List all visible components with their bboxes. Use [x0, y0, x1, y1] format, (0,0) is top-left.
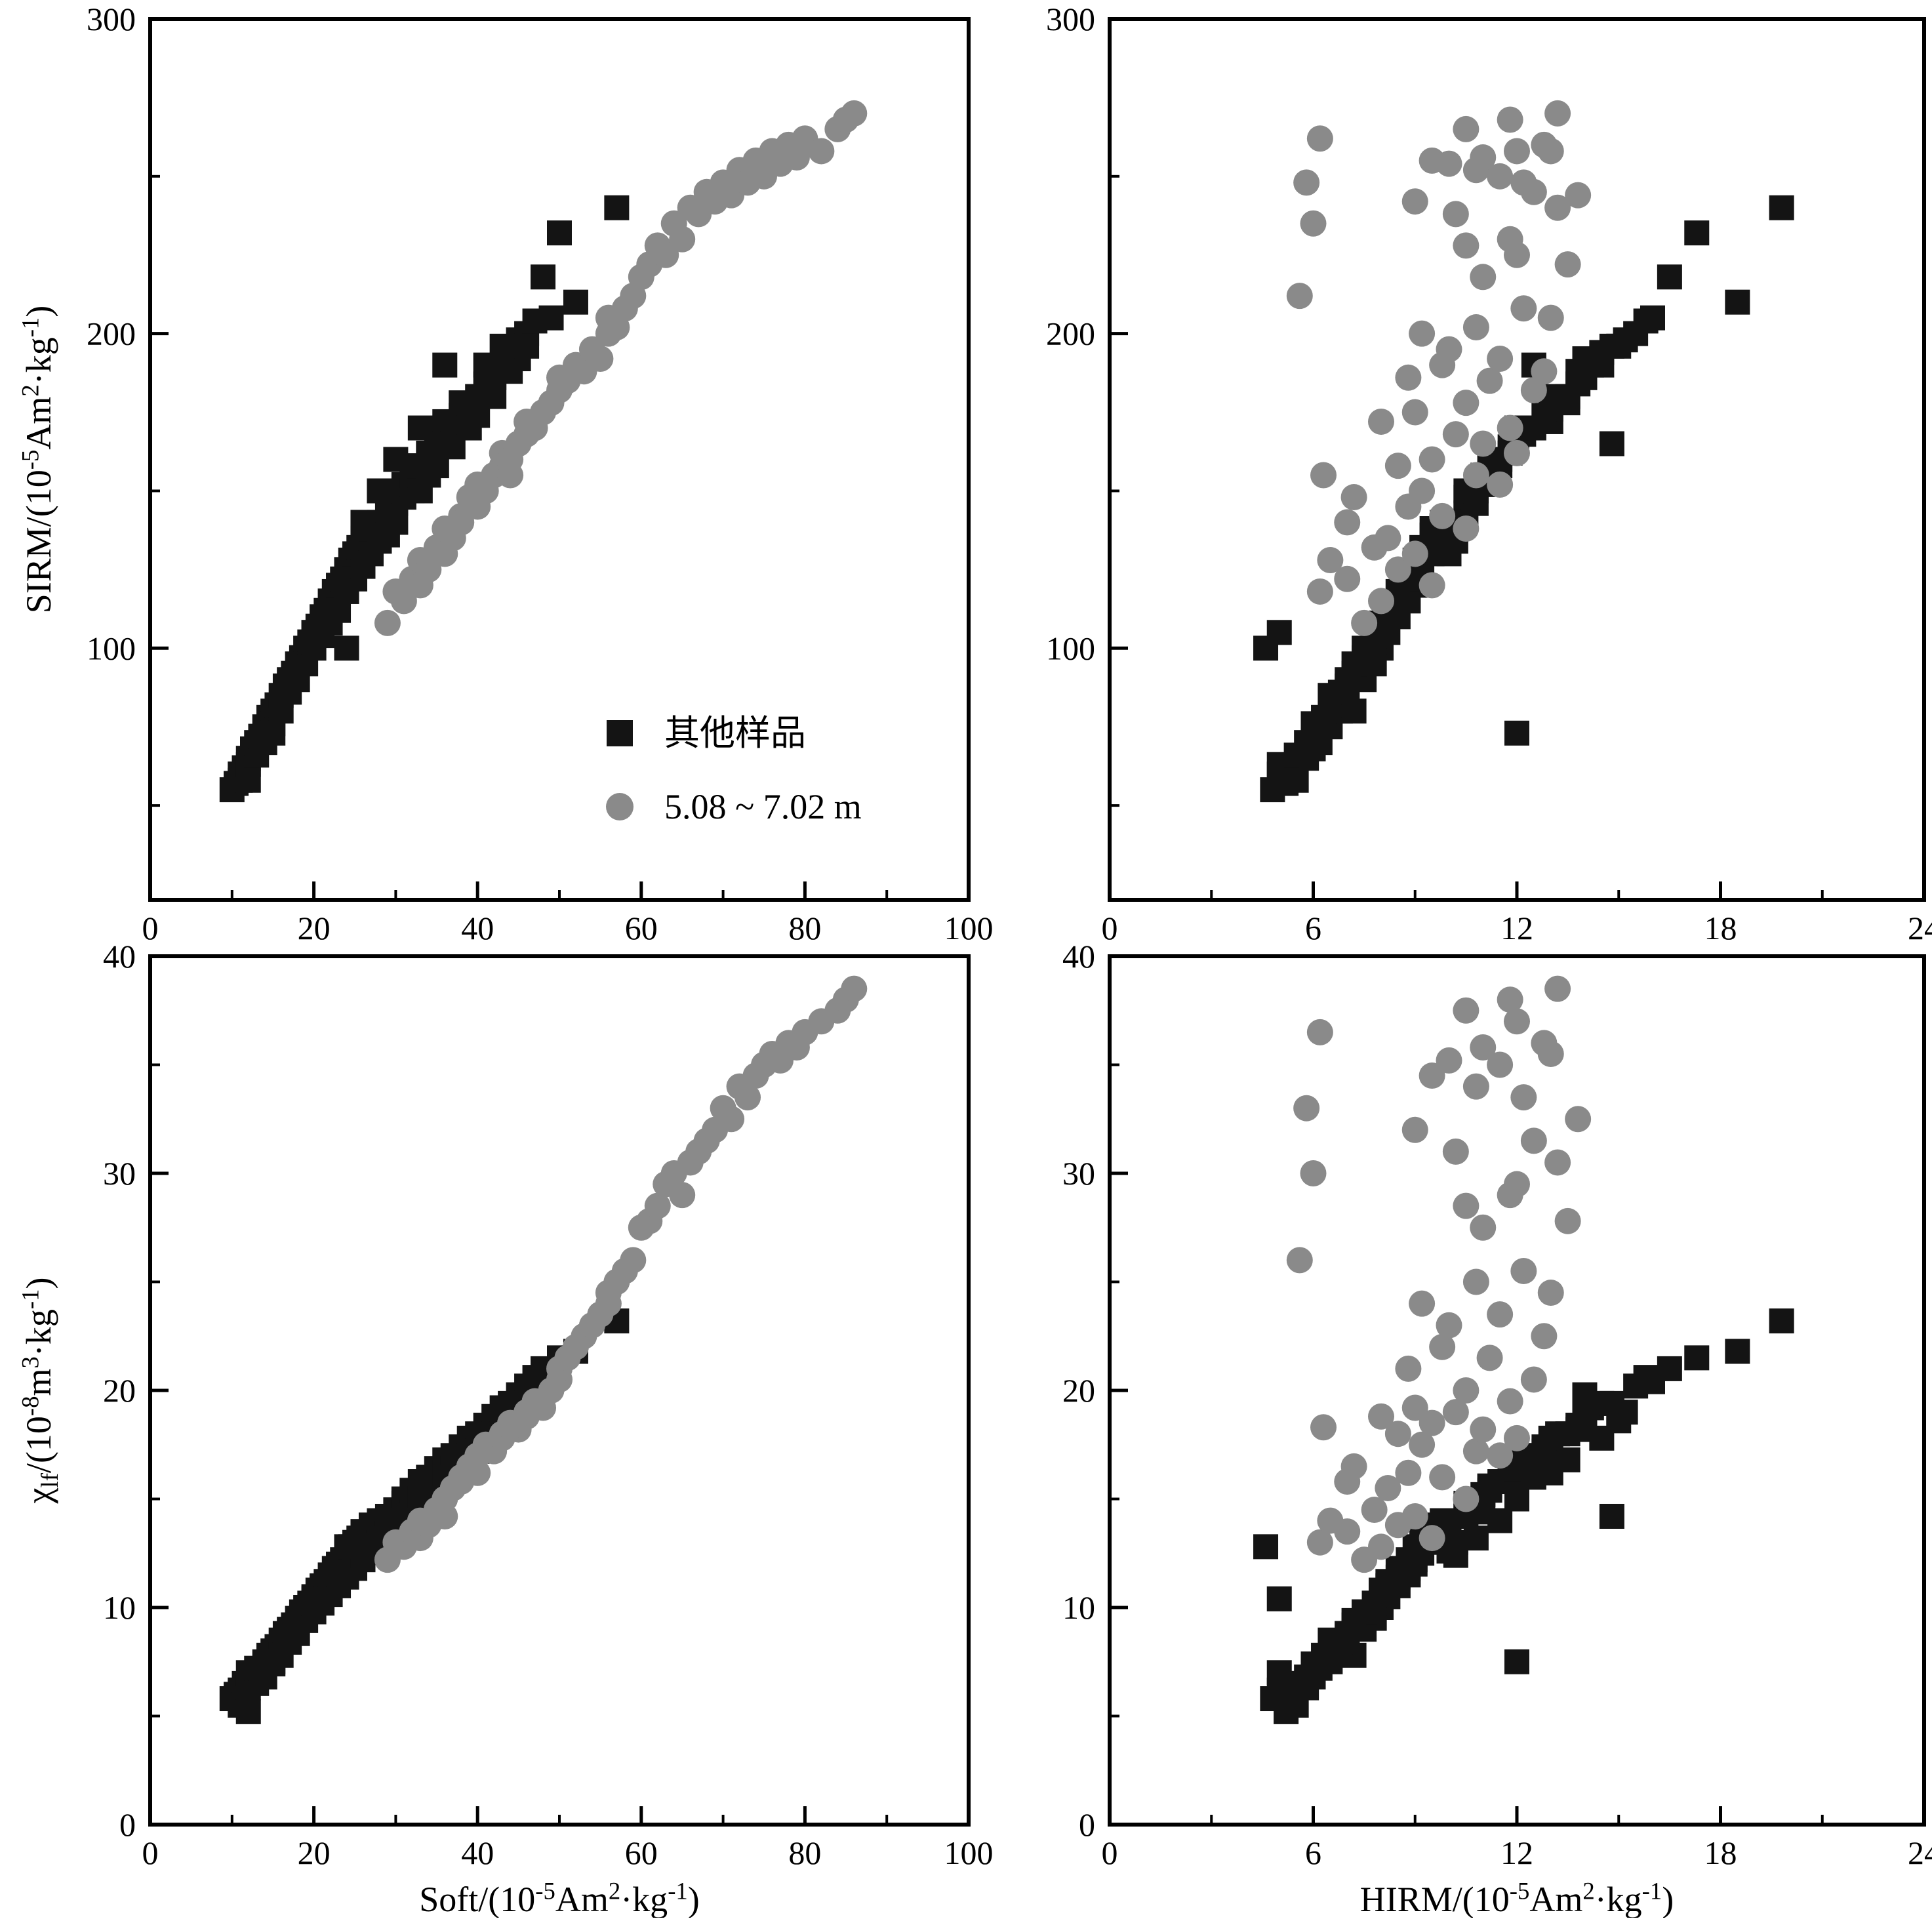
x-tick-label: 100 — [944, 910, 994, 946]
y-tick-label: 200 — [87, 315, 136, 352]
x-tick-label: 0 — [1102, 910, 1118, 946]
x-tick-label: 24 — [1908, 910, 1932, 946]
series-depth-5-08-7-02 — [374, 975, 868, 1573]
x-axis-label: HIRM/(10-5Am2·kg-1) — [1360, 1878, 1674, 1918]
x-tick-label: 0 — [142, 1834, 159, 1871]
x-tick-label: 18 — [1704, 910, 1737, 946]
series-other-samples — [1253, 195, 1794, 803]
y-axis-label: χlf/(10-8m3·kg-1) — [17, 1278, 63, 1505]
series-depth-5-08-7-02 — [374, 100, 868, 636]
panel-chi-vs-soft: 0 20 40 60 80 100 0 10 20 30 40 Soft/(10-5Am2·kg-1)… — [17, 938, 994, 1919]
x-tick-label: 20 — [298, 1834, 331, 1871]
y-tick-label: 200 — [1046, 315, 1095, 352]
y-tick-label: 0 — [1079, 1806, 1095, 1843]
x-tick-label: 40 — [461, 1834, 494, 1871]
y-tick-label: 30 — [1062, 1155, 1095, 1192]
panel-chi-vs-hirm: 0 6 12 18 24 0 10 20 30 40 HIRM/(10-5Am2·kg-1) — [1062, 938, 1932, 1919]
panel-sirm-vs-soft: 0 20 40 60 80 100 100 200 300 SIRM/(10-5Am2·kg-1) — [17, 1, 994, 946]
x-tick-label: 18 — [1704, 1834, 1737, 1871]
x-tick-label: 0 — [142, 910, 159, 946]
legend: 其他样品 5.08 ~ 7.02 m — [606, 714, 862, 826]
y-tick-label: 20 — [1062, 1372, 1095, 1409]
y-tick-label: 300 — [1046, 1, 1095, 37]
y-tick-label: 100 — [1046, 630, 1095, 666]
x-axis-label: Soft/(10-5Am2·kg-1) — [419, 1878, 700, 1918]
y-tick-label: 40 — [103, 938, 136, 975]
x-tick-label: 6 — [1305, 1834, 1321, 1871]
legend-label: 其他样品 — [664, 714, 806, 753]
y-tick-label: 10 — [1062, 1589, 1095, 1626]
series-depth-5-08-7-02 — [1286, 100, 1592, 636]
x-tick-label: 6 — [1305, 910, 1321, 946]
y-tick-label: 10 — [103, 1589, 136, 1626]
series-depth-5-08-7-02 — [1286, 975, 1592, 1573]
x-tick-label: 0 — [1102, 1834, 1118, 1871]
y-tick-label: 20 — [103, 1372, 136, 1409]
x-tick-label: 100 — [944, 1834, 994, 1871]
y-tick-label: 100 — [87, 630, 136, 666]
x-tick-label: 20 — [298, 910, 331, 946]
y-axis-label: SIRM/(10-5Am2·kg-1) — [17, 306, 58, 614]
panel-sirm-vs-hirm: 0 6 12 18 24 100 200 300 — [1046, 1, 1932, 946]
legend-circle-marker — [606, 793, 634, 820]
x-tick-label: 60 — [625, 1834, 658, 1871]
panel-frame — [148, 17, 971, 902]
x-tick-label: 24 — [1908, 1834, 1932, 1871]
legend-item-other-samples: 其他样品 — [607, 714, 806, 753]
x-tick-label: 12 — [1500, 1834, 1533, 1871]
y-tick-label: 300 — [87, 1, 136, 37]
series-other-samples — [219, 195, 630, 803]
y-tick-label: 40 — [1062, 938, 1095, 975]
legend-square-marker — [607, 720, 633, 746]
y-tick-label: 0 — [119, 1806, 136, 1843]
x-tick-label: 60 — [625, 910, 658, 946]
x-tick-label: 80 — [788, 910, 821, 946]
legend-label: 5.08 ~ 7.02 m — [664, 787, 862, 826]
x-tick-label: 12 — [1500, 910, 1533, 946]
y-tick-label: 30 — [103, 1155, 136, 1192]
legend-item-depth-5-08-7-02: 5.08 ~ 7.02 m — [606, 787, 862, 826]
x-tick-label: 80 — [788, 1834, 821, 1871]
x-tick-label: 40 — [461, 910, 494, 946]
